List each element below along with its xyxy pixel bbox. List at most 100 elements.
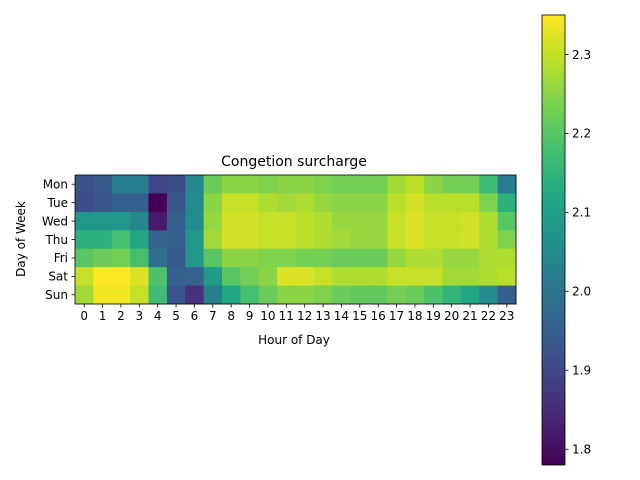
- colorbar-tick-label: 2.1: [572, 206, 591, 220]
- heatmap-cell: [111, 193, 131, 213]
- heatmap-cell: [185, 267, 205, 286]
- heatmap-cell: [442, 175, 462, 194]
- heatmap-cell: [166, 211, 186, 231]
- heatmap-cell: [166, 248, 186, 268]
- heatmap-cell: [111, 285, 131, 305]
- heatmap-cell: [424, 285, 443, 305]
- heatmap-cell: [369, 248, 388, 268]
- heatmap-cell: [240, 267, 260, 286]
- heatmap-cell: [111, 230, 131, 250]
- x-tick-label: 9: [246, 309, 254, 323]
- x-tick-label: 2: [117, 309, 125, 323]
- heatmap-cell: [424, 211, 443, 231]
- heatmap-cell: [93, 248, 113, 268]
- heatmap-cell: [240, 175, 260, 194]
- heatmap-cell: [240, 285, 260, 305]
- heatmap-cell: [405, 230, 425, 250]
- heatmap-cell: [350, 285, 370, 305]
- colorbar-ticks: 1.8 1.9 2.0 2.1 2.2 2.3: [565, 48, 591, 457]
- heatmap-cell: [497, 248, 517, 268]
- heatmap-cell: [350, 211, 370, 231]
- x-tick-label: 17: [389, 309, 404, 323]
- heatmap-cell: [497, 285, 517, 305]
- heatmap-cell: [75, 285, 94, 305]
- colorbar-tick-label: 1.8: [572, 443, 591, 457]
- heatmap-cell: [93, 175, 113, 194]
- heatmap-cell: [350, 193, 370, 213]
- heatmap-cell: [387, 267, 407, 286]
- x-tick-label: 19: [426, 309, 441, 323]
- x-tick-label: 4: [154, 309, 162, 323]
- heatmap-cell: [295, 285, 315, 305]
- heatmap-cell: [387, 193, 407, 213]
- heatmap-cell: [460, 230, 480, 250]
- heatmap-cell: [460, 248, 480, 268]
- x-tick-label: 6: [191, 309, 199, 323]
- y-tick-label: Wed: [42, 214, 68, 228]
- heatmap-cell: [258, 267, 278, 286]
- heatmap-cell: [148, 267, 168, 286]
- heatmap-cell: [277, 175, 296, 194]
- y-tick-label: Sun: [45, 288, 68, 302]
- heatmap-cell: [240, 248, 260, 268]
- heatmap-cell: [460, 193, 480, 213]
- chart-title: Congetion surcharge: [221, 154, 367, 170]
- heatmap-cell: [497, 267, 517, 286]
- heatmap-cell: [479, 285, 499, 305]
- heatmap-cell: [185, 175, 205, 194]
- heatmap-cell: [442, 248, 462, 268]
- heatmap-cell: [130, 211, 149, 231]
- heatmap-cell: [185, 285, 205, 305]
- heatmap-cell: [240, 193, 260, 213]
- heatmap-cell: [166, 267, 186, 286]
- heatmap-cell: [93, 230, 113, 250]
- heatmap-cell: [479, 248, 499, 268]
- heatmap-cell: [258, 230, 278, 250]
- heatmap-cell: [387, 175, 407, 194]
- heatmap-cell: [332, 230, 352, 250]
- heatmap-cell: [460, 285, 480, 305]
- x-tick-label: 12: [297, 309, 312, 323]
- heatmap-cell: [222, 248, 241, 268]
- heatmap-cell: [148, 248, 168, 268]
- x-tick-label: 21: [462, 309, 477, 323]
- heatmap-cell: [75, 193, 94, 213]
- heatmap-cell: [130, 285, 149, 305]
- heatmap-cell: [222, 211, 241, 231]
- heatmap-cell: [93, 267, 113, 286]
- heatmap-cell: [479, 175, 499, 194]
- heatmap-cell: [313, 211, 333, 231]
- colorbar-tick-label: 2.0: [572, 285, 591, 299]
- colorbar-frame: [541, 14, 566, 466]
- heatmap-cell: [185, 211, 205, 231]
- y-tick-label: Fri: [54, 251, 68, 265]
- heatmap-cell: [424, 248, 443, 268]
- colorbar-tick-label: 2.3: [572, 48, 591, 62]
- heatmap-cell: [460, 267, 480, 286]
- y-tick-label: Thu: [44, 233, 68, 247]
- heatmap-cell: [369, 285, 388, 305]
- heatmap-cell: [185, 193, 205, 213]
- heatmap-cell: [185, 248, 205, 268]
- heatmap-cell: [111, 211, 131, 231]
- x-tick-label: 22: [481, 309, 496, 323]
- heatmap-cell: [222, 267, 241, 286]
- heatmap-cell: [295, 211, 315, 231]
- heatmap-cell: [387, 248, 407, 268]
- heatmap-cell: [203, 267, 223, 286]
- y-tick-label: Sat: [48, 270, 68, 284]
- heatmap-cell: [75, 267, 94, 286]
- heatmap-cell: [350, 267, 370, 286]
- x-tick-label: 3: [135, 309, 143, 323]
- heatmap-cell: [130, 267, 149, 286]
- x-tick-label: 1: [99, 309, 107, 323]
- y-tick-label: Mon: [43, 178, 68, 192]
- heatmap-cell: [166, 193, 186, 213]
- heatmap-cell: [148, 211, 168, 231]
- heatmap-cell: [93, 193, 113, 213]
- heatmap-cell: [258, 193, 278, 213]
- x-tick-label: 20: [444, 309, 459, 323]
- heatmap-cell: [295, 248, 315, 268]
- heatmap-cell: [75, 248, 94, 268]
